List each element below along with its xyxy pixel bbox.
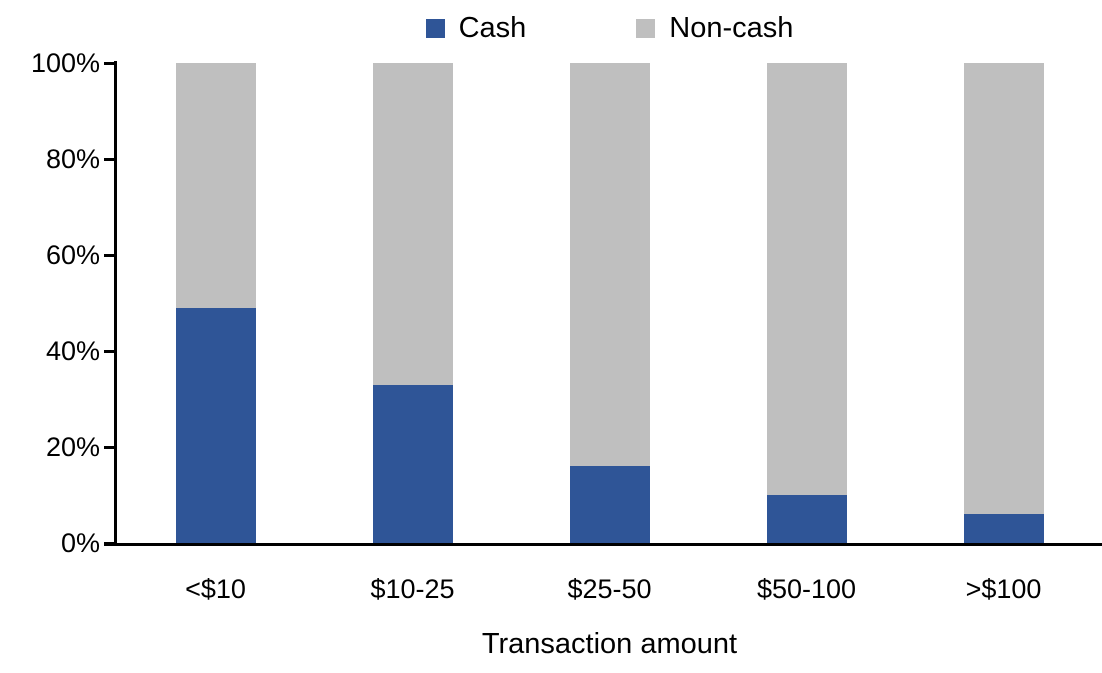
bar-5: [963, 63, 1044, 543]
legend-label-noncash: Non-cash: [669, 12, 794, 44]
bar-segment-noncash: [175, 63, 256, 308]
y-tick-label: 80%: [45, 144, 100, 174]
x-axis-line: [104, 543, 1102, 546]
legend: Cash Non-cash: [117, 10, 1102, 46]
bar-segment-cash: [372, 385, 453, 543]
y-tick-label: 40%: [45, 336, 100, 366]
x-category-label: <$10: [185, 574, 246, 604]
y-axis-tick: [104, 62, 117, 65]
y-tick-label: 0%: [60, 528, 100, 558]
y-axis-tick: [104, 350, 117, 353]
bar-segment-cash: [963, 514, 1044, 543]
legend-item-noncash: Non-cash: [636, 10, 793, 46]
bar-segment-cash: [766, 495, 847, 543]
y-tick-label: 20%: [45, 432, 100, 462]
bar-segment-noncash: [569, 63, 650, 466]
x-category-label: $10-25: [370, 574, 455, 604]
noncash-swatch-icon: [636, 18, 656, 38]
y-tick-label: 100%: [30, 48, 100, 78]
cash-swatch-icon: [425, 18, 445, 38]
bar-segment-noncash: [766, 63, 847, 495]
bar-segment-noncash: [963, 63, 1044, 514]
y-axis-tick: [104, 254, 117, 257]
x-category-label: $50-100: [756, 574, 857, 604]
x-category-label: $25-50: [567, 574, 652, 604]
bar-segment-cash: [175, 308, 256, 543]
bar-segment-noncash: [372, 63, 453, 385]
bar-1: [175, 63, 256, 543]
y-axis-tick: [104, 446, 117, 449]
bar-4: [766, 63, 847, 543]
y-axis-tick: [104, 158, 117, 161]
y-tick-label: 60%: [45, 240, 100, 270]
legend-label-cash: Cash: [458, 12, 527, 44]
x-category-label: >$100: [965, 574, 1042, 604]
bar-2: [372, 63, 453, 543]
legend-item-cash: Cash: [425, 10, 527, 46]
y-axis-line: [114, 61, 117, 546]
bar-segment-cash: [569, 466, 650, 543]
bar-3: [569, 63, 650, 543]
x-axis-title: Transaction amount: [481, 628, 738, 660]
y-axis-tick: [104, 542, 117, 545]
